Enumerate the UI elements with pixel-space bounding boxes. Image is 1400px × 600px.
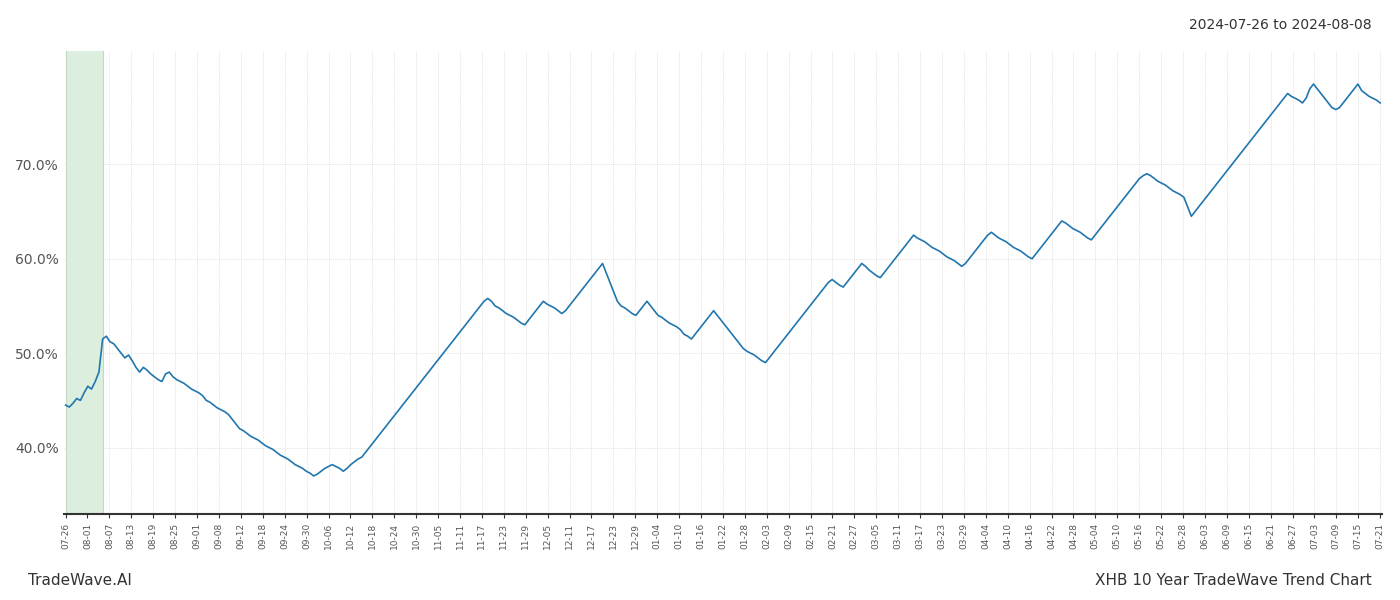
Text: TradeWave.AI: TradeWave.AI [28,573,132,588]
Bar [66,51,102,514]
Text: XHB 10 Year TradeWave Trend Chart: XHB 10 Year TradeWave Trend Chart [1095,573,1372,588]
Text: 2024-07-26 to 2024-08-08: 2024-07-26 to 2024-08-08 [1190,18,1372,32]
